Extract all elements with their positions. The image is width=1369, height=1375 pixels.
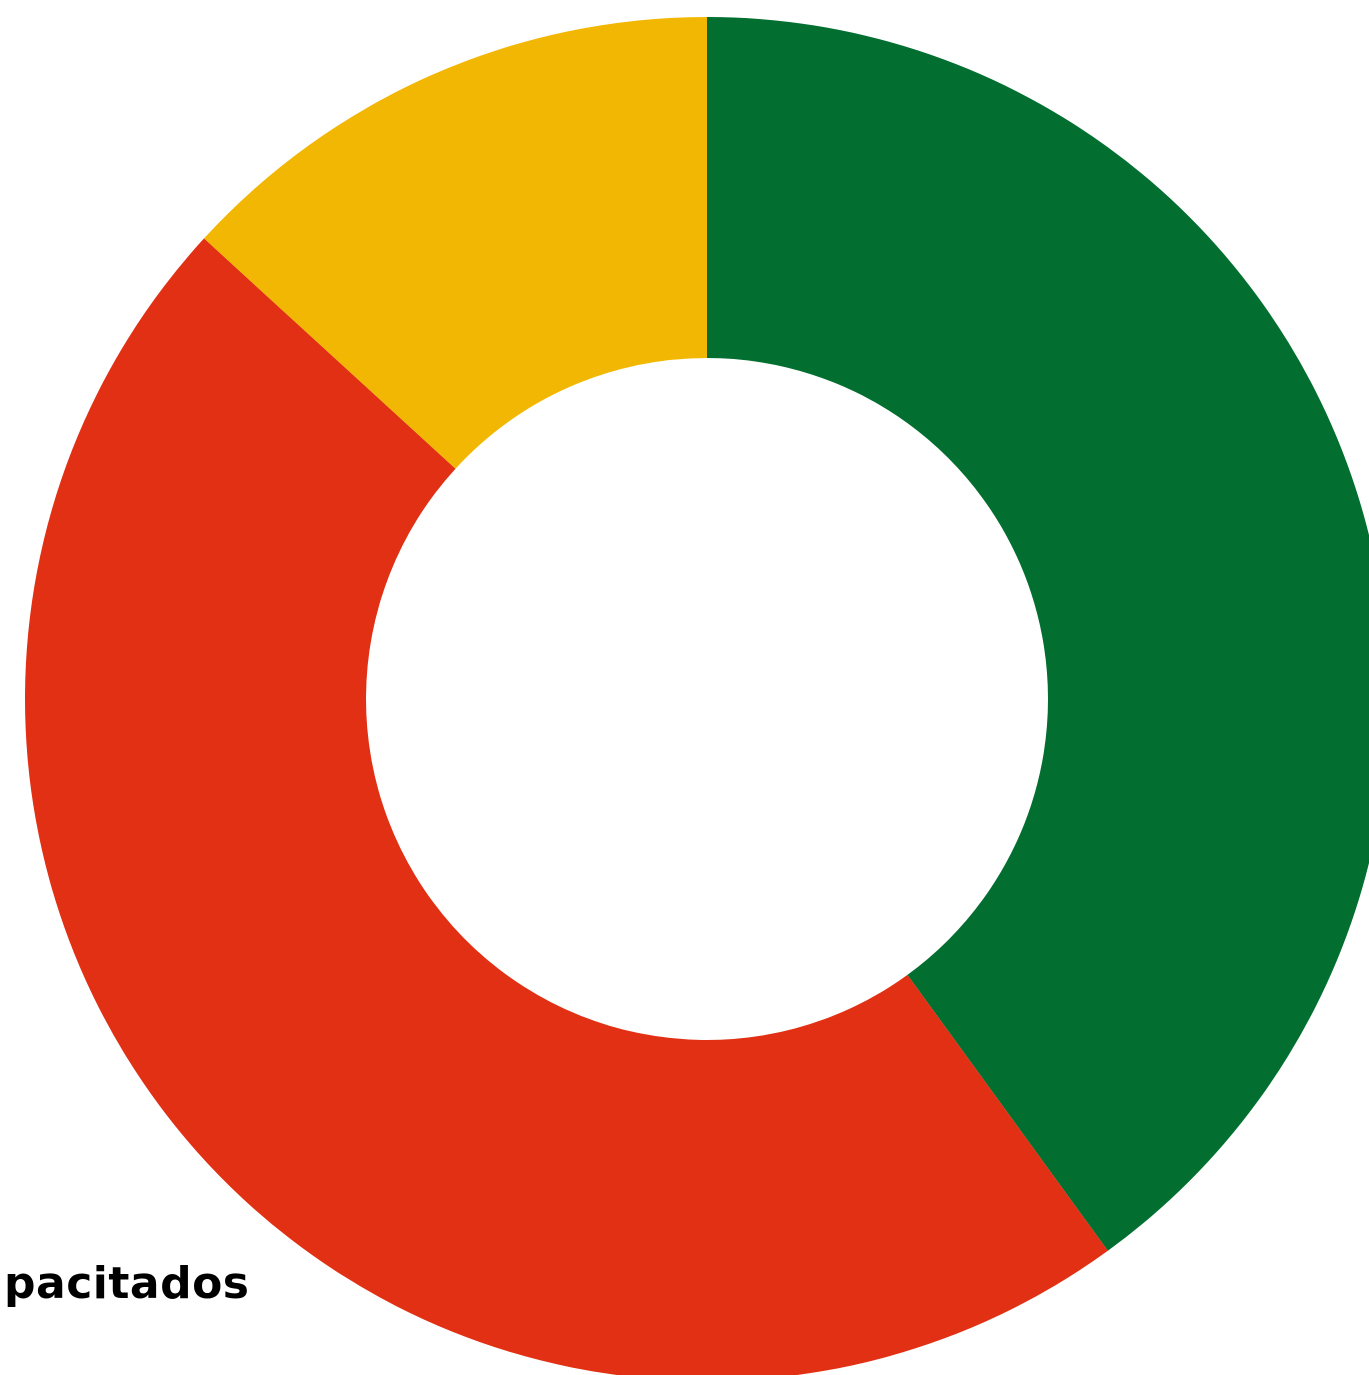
donut-slice-2 (25, 238, 1108, 1375)
legend-label-fragment: pacitados (4, 1258, 250, 1309)
donut-slice-1 (707, 17, 1369, 1251)
donut-slices (25, 16, 1369, 1375)
donut-slice-3 (204, 16, 707, 469)
